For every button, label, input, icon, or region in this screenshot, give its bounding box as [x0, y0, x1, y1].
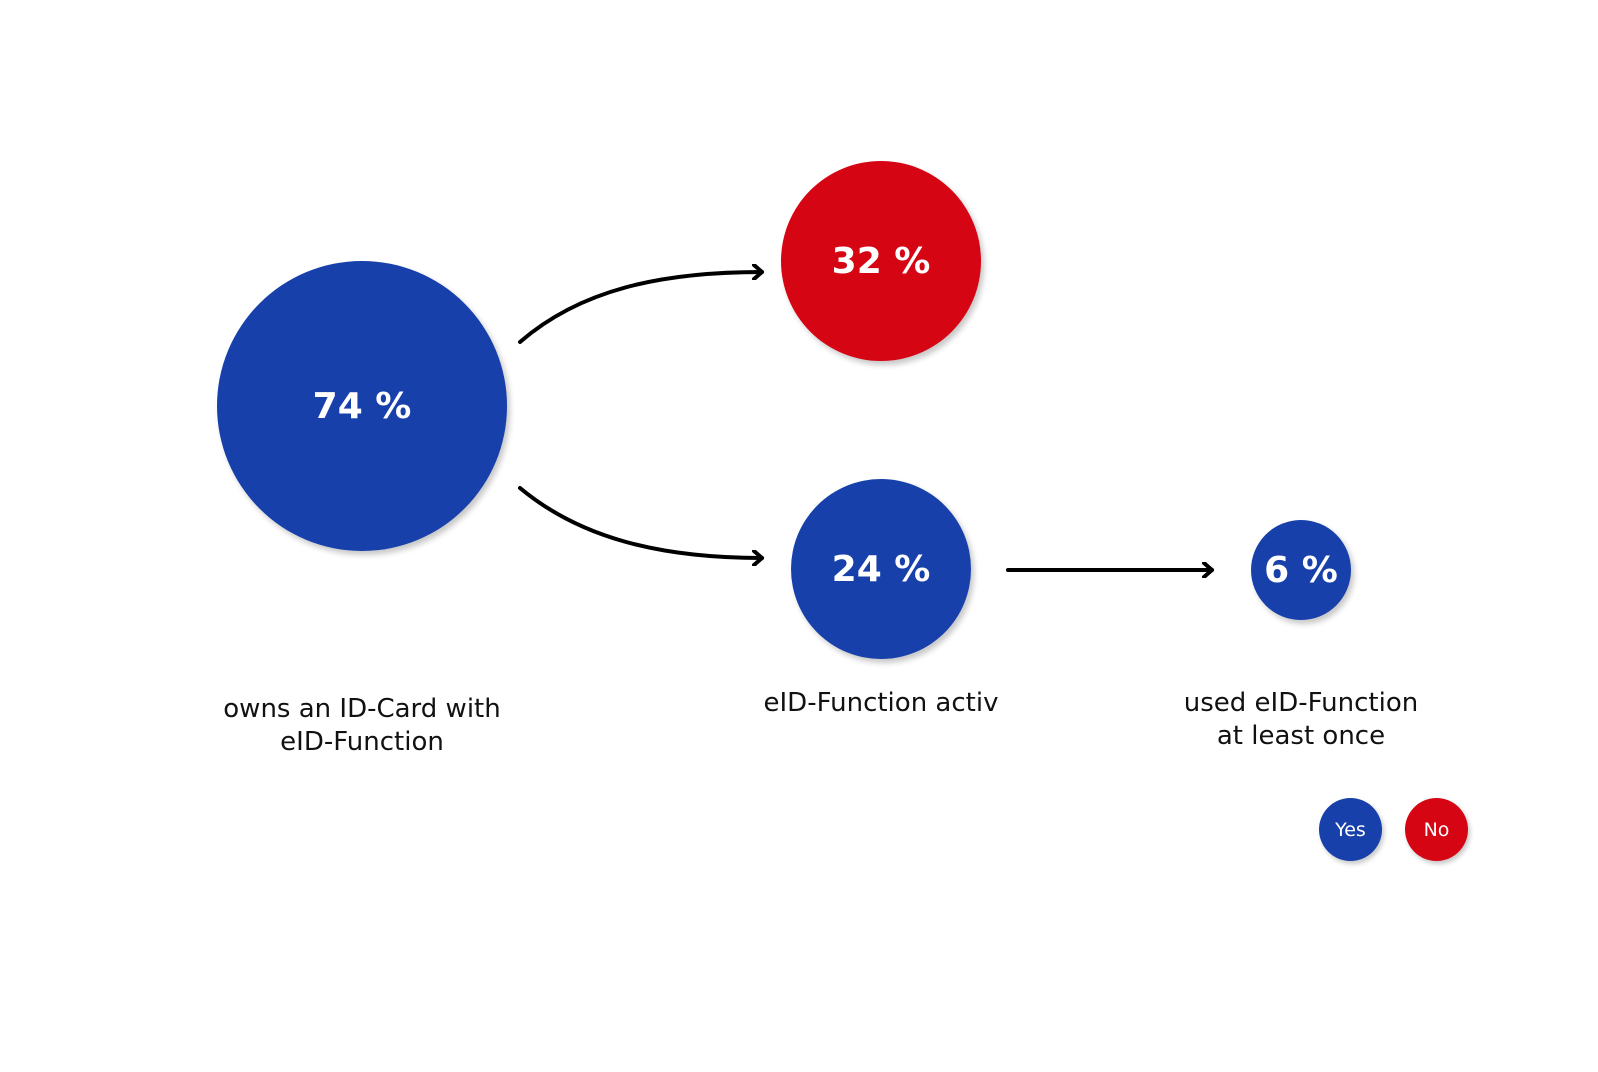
owns-id-card-bubble: 74 % [217, 261, 507, 551]
owns-id-card-value: 74 % [312, 385, 412, 427]
arrow-to-not-active [518, 272, 764, 344]
legend-yes: Yes [1319, 798, 1382, 861]
legend-no: No [1405, 798, 1468, 861]
used-value: 6 % [1264, 549, 1338, 591]
used-caption: used eID-Function at least once [1183, 688, 1419, 751]
used-bubble: 6 % [1251, 520, 1351, 620]
arrow-to-active [518, 486, 764, 558]
owns-id-card-caption: owns an ID-Card with eID-Function [223, 694, 501, 757]
active-caption: eID-Function activ [763, 688, 999, 718]
not-active-bubble: 32 % [781, 161, 981, 361]
not-active-value: 32 % [831, 240, 931, 282]
active-bubble: 24 % [791, 479, 971, 659]
legend-yes-label: Yes [1335, 818, 1366, 841]
active-value: 24 % [831, 548, 931, 590]
legend-no-label: No [1423, 818, 1450, 841]
